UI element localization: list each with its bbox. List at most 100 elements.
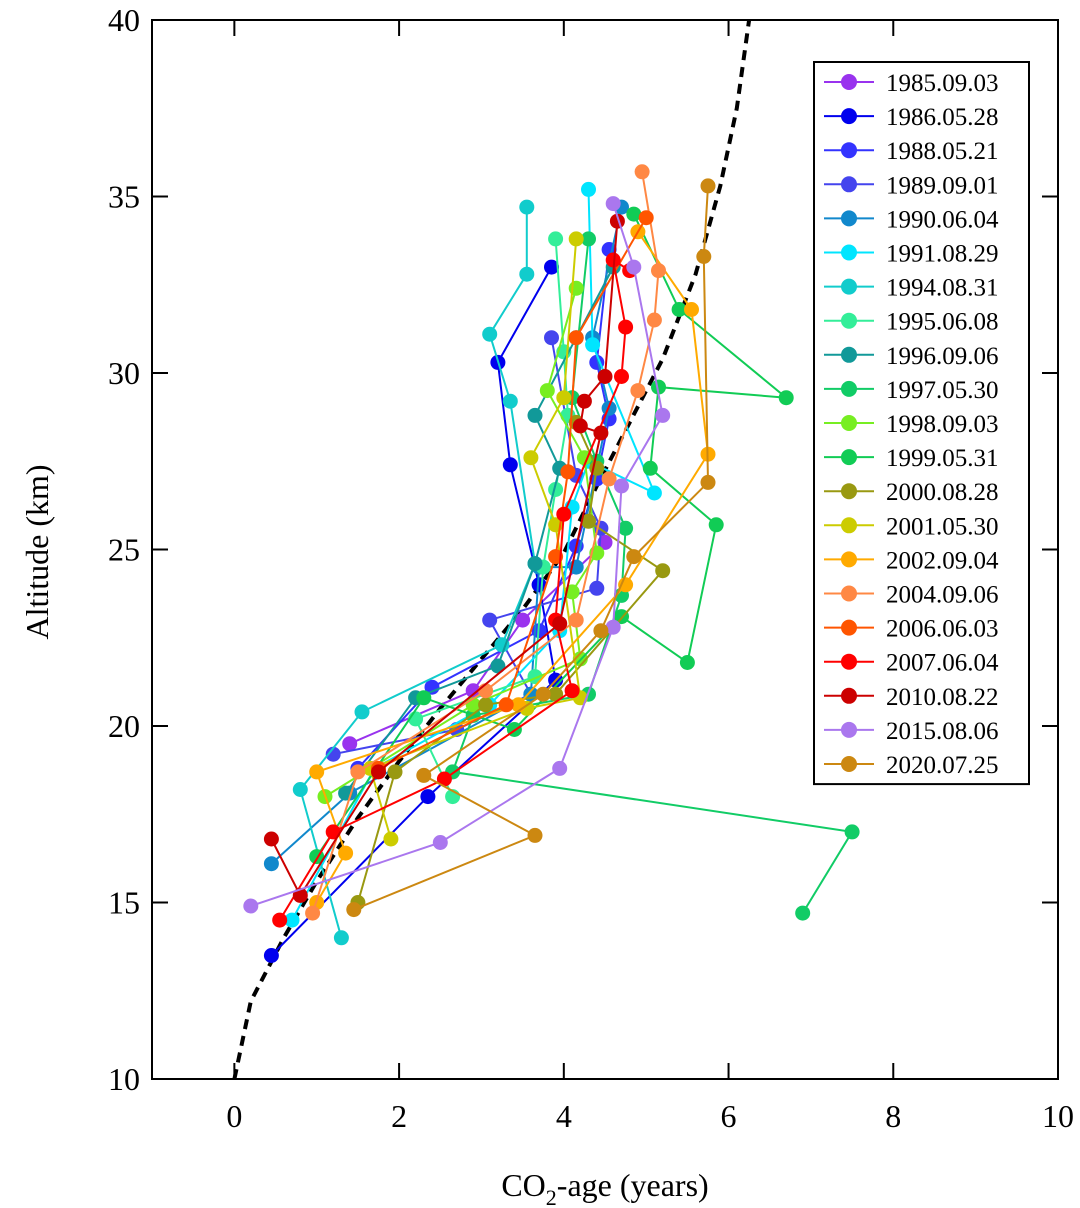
y-axis-label: Altitude (km) (19, 464, 55, 639)
data-point (795, 905, 811, 921)
x-tick-label: 8 (885, 1098, 901, 1134)
data-point (272, 912, 288, 928)
data-point (515, 612, 531, 628)
data-point (601, 471, 617, 487)
legend-label: 2004.09.06 (886, 582, 999, 609)
legend: 1985.09.03 1986.05.28 1988.05.21 1989.09.01… (813, 61, 1030, 786)
data-point (618, 520, 634, 536)
data-point (655, 407, 671, 423)
data-point (498, 697, 514, 713)
data-point (593, 623, 609, 639)
series-2020.07.25 (346, 178, 716, 918)
series-group (243, 164, 860, 963)
legend-marker (841, 551, 857, 568)
data-point (605, 619, 621, 635)
x-tick-label: 6 (721, 1098, 737, 1134)
x-axis-label: CO2-age (years) (501, 1167, 708, 1208)
legend-label: 1985.09.03 (886, 70, 999, 97)
legend-label: 1999.05.31 (886, 445, 999, 472)
legend-marker (841, 449, 857, 466)
data-point (535, 686, 551, 702)
legend-marker (841, 415, 857, 431)
data-point (564, 683, 580, 699)
data-point (465, 683, 481, 699)
legend-entry: 1995.06.08 (824, 309, 999, 336)
legend-marker (841, 142, 857, 159)
legend-marker (841, 653, 857, 670)
data-point (350, 764, 366, 780)
series-1999.05.31 (309, 206, 794, 865)
data-point (527, 407, 543, 423)
data-point (519, 199, 535, 215)
legend-label: 1991.08.29 (886, 241, 999, 268)
legend-label: 2020.07.25 (886, 752, 999, 779)
y-tick-label: 15 (108, 885, 140, 921)
legend-label: 2007.06.04 (886, 650, 999, 677)
data-point (568, 612, 584, 628)
data-point (548, 231, 564, 247)
legend-entry: 1991.08.29 (824, 241, 999, 268)
x-axis-label-subscript: 2 (546, 1185, 557, 1208)
x-tick-label: 4 (556, 1098, 572, 1134)
legend-marker (841, 483, 857, 500)
y-tick-label: 10 (108, 1061, 140, 1097)
data-point (544, 259, 559, 275)
legend-label: 2000.08.28 (886, 479, 999, 506)
data-point (544, 330, 559, 346)
data-point (581, 513, 596, 529)
legend-label: 1990.06.04 (886, 206, 999, 233)
data-point (614, 369, 629, 384)
data-point (638, 210, 654, 226)
data-point (708, 517, 724, 533)
data-point (263, 831, 279, 847)
data-point (342, 736, 358, 752)
series-line (324, 288, 598, 798)
legend-entry: 1990.06.04 (824, 206, 999, 233)
x-tick-label: 2 (391, 1098, 407, 1134)
data-point (651, 263, 666, 279)
legend-label: 1996.09.06 (886, 343, 999, 370)
legend-entry: 1999.05.31 (824, 445, 999, 472)
legend-marker (841, 721, 857, 738)
data-point (490, 658, 506, 674)
legend-marker (841, 74, 857, 90)
data-point (502, 393, 518, 409)
data-point (597, 369, 613, 384)
legend-entry: 2004.09.06 (824, 582, 999, 609)
data-point (700, 474, 716, 490)
series-2001.05.30 (362, 231, 588, 847)
data-point (646, 485, 662, 501)
data-point (642, 460, 658, 476)
data-point (539, 383, 555, 399)
data-point (387, 764, 403, 780)
y-tick-label: 20 (108, 708, 140, 744)
data-point (581, 231, 596, 247)
data-point (651, 379, 666, 395)
legend-marker (841, 756, 857, 772)
data-point (630, 383, 646, 399)
legend-marker (841, 346, 857, 363)
data-point (325, 824, 341, 840)
x-tick-label: 0 (226, 1098, 242, 1134)
data-point (568, 330, 584, 346)
legend-entry: 1994.08.31 (824, 275, 999, 302)
legend-entry: 2000.08.28 (824, 479, 999, 506)
legend-marker (841, 380, 857, 397)
data-point (436, 771, 452, 787)
data-point (605, 252, 621, 268)
data-point (346, 902, 362, 918)
data-point (263, 948, 279, 963)
data-point (432, 835, 448, 850)
data-point (844, 824, 860, 840)
data-point (614, 478, 629, 494)
data-point (338, 845, 354, 861)
series-1991.08.29 (284, 181, 662, 928)
data-point (548, 482, 564, 497)
data-point (478, 697, 494, 713)
data-point (383, 831, 399, 847)
data-point (597, 534, 613, 550)
series-line (250, 203, 664, 907)
data-point (354, 704, 370, 720)
series-line (344, 266, 615, 794)
